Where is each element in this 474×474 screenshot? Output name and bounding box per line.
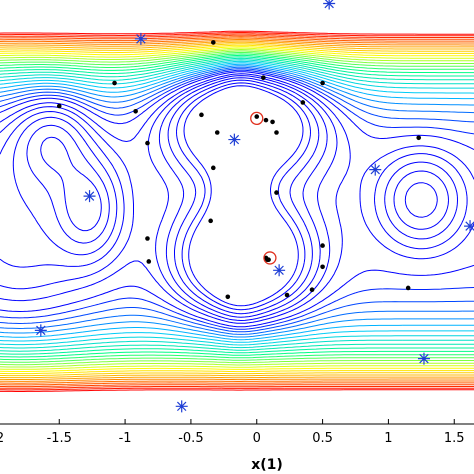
contour-level <box>0 69 474 330</box>
data-point-dot <box>274 130 279 135</box>
data-point-dot <box>416 135 422 141</box>
contour-lines <box>0 30 474 392</box>
data-point-dot <box>254 114 260 119</box>
data-point-circle <box>250 111 264 126</box>
data-point-dot <box>266 257 271 263</box>
data-point-asterisk <box>323 0 336 10</box>
data-point-asterisk <box>175 400 188 413</box>
data-point-dot <box>225 294 231 300</box>
contour-level <box>0 47 474 370</box>
contour-level <box>0 53 474 361</box>
data-point-dot <box>261 75 266 81</box>
data-point-dot <box>320 80 325 86</box>
contour-level <box>0 30 474 392</box>
x-tick-label: 1.5 <box>444 431 465 446</box>
contour-level <box>0 60 474 346</box>
contour-level <box>0 43 474 377</box>
data-point-asterisk <box>83 190 96 203</box>
data-point-asterisk <box>464 220 474 233</box>
data-point-dot <box>56 103 62 109</box>
data-point-dot <box>145 236 150 241</box>
contour-level <box>0 52 474 363</box>
contour-level <box>0 56 474 355</box>
contour-level <box>0 62 474 343</box>
x-tick-label: 0.5 <box>312 431 333 446</box>
contour-level <box>0 38 474 382</box>
contour-level <box>40 85 304 307</box>
data-point-dot <box>199 112 204 118</box>
data-markers <box>34 0 474 413</box>
data-point-asterisk <box>417 352 430 365</box>
contour-level <box>0 40 474 380</box>
contour-level <box>0 49 474 368</box>
contour-level <box>0 46 474 372</box>
data-point-asterisk <box>369 163 382 176</box>
x-tick-label: -1 <box>119 431 132 446</box>
data-point-dot <box>133 109 138 114</box>
data-point-dot <box>300 100 306 105</box>
contour-level <box>0 66 474 335</box>
contour-level <box>0 32 474 391</box>
x-tick-label: -1.5 <box>47 431 72 446</box>
data-point-dot <box>274 190 279 195</box>
data-point-dot <box>320 264 325 270</box>
data-point-dot <box>405 285 411 291</box>
contour-level <box>0 57 474 352</box>
data-point-circle <box>263 251 277 265</box>
contour-level <box>0 75 468 321</box>
contour-level <box>0 77 458 318</box>
x-axis-ticks: -1.5 -1 -0.5 0 0.5 1 1.5 2 <box>0 419 465 446</box>
data-point-dot <box>309 287 315 293</box>
data-point-dot <box>320 243 325 248</box>
data-point-dot <box>208 218 213 224</box>
data-point-dot <box>211 165 216 171</box>
data-point-asterisk <box>273 264 286 277</box>
x-tick-label-cropped: 2 <box>0 431 4 446</box>
x-axis-label: x(1) <box>251 457 283 473</box>
x-tick-label: 1 <box>384 431 392 446</box>
contour-level <box>0 68 474 333</box>
data-point-dot <box>263 117 269 123</box>
data-point-dot <box>214 130 220 135</box>
contour-level <box>0 54 474 358</box>
data-point-dot <box>112 80 117 86</box>
contour-level <box>0 63 474 341</box>
data-point-asterisk <box>134 32 147 45</box>
data-point-dot <box>284 292 290 298</box>
data-point-dot <box>145 140 150 146</box>
contour-level <box>26 82 438 311</box>
contour-level <box>0 73 474 324</box>
contour-level <box>0 59 474 349</box>
contour-level <box>0 65 474 338</box>
data-point-dot <box>211 40 216 45</box>
contour-level <box>0 33 474 389</box>
data-point-dot <box>146 259 152 264</box>
contour-level <box>0 44 474 375</box>
data-point-dot <box>270 119 275 125</box>
x-tick-label: -0.5 <box>178 431 203 446</box>
data-point-asterisk <box>228 133 241 146</box>
contour-level <box>0 36 474 386</box>
contour-level <box>0 71 474 328</box>
data-point-asterisk <box>34 324 47 337</box>
contour-level <box>0 50 474 366</box>
x-tick-label: 0 <box>253 431 261 446</box>
